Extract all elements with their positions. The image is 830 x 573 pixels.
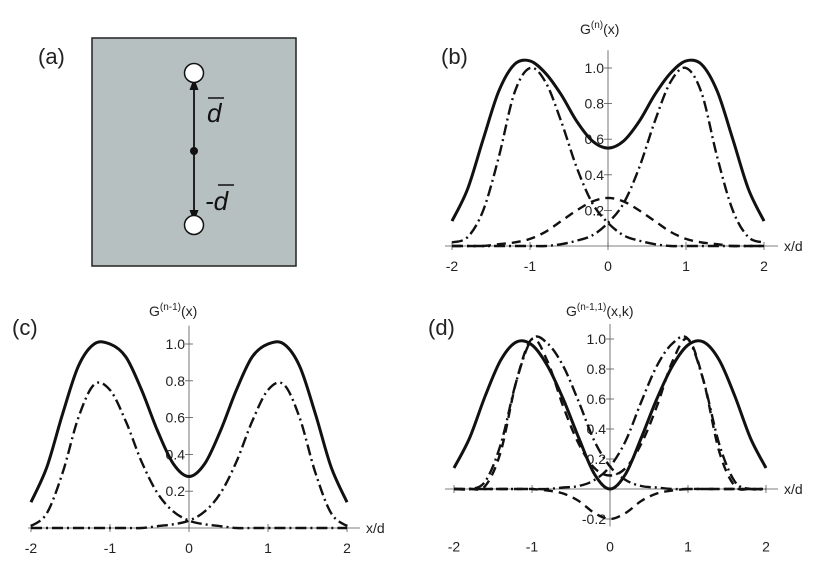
charge-bottom	[183, 214, 205, 236]
panel-b-title-sup: (n)	[591, 20, 603, 31]
panel-c-ytick-label: 0.6	[166, 410, 186, 426]
panel-c-xtick-label: 0	[185, 540, 193, 556]
panel-b-xtick-label: -2	[446, 258, 459, 274]
arrow-up-icon	[189, 78, 199, 90]
panel-c-title-sup: (n-1)	[160, 302, 181, 313]
label-bottom: -d	[205, 186, 230, 216]
panel-c-xtick-label: -1	[104, 540, 117, 556]
panel-b-series-4-dashed	[451, 196, 764, 248]
panel-d-ytick-label: 0.6	[587, 391, 607, 407]
panel-a: (a) d -d	[38, 37, 297, 267]
panel-d: (d) G(n-1,1)(x,k) -2 -1 0 1 2-0.20.20.40.60.…	[428, 302, 803, 555]
panel-d-xtick-label: 1	[684, 539, 692, 555]
panel-b-ytick-label: 0.6	[585, 131, 605, 147]
panel-c-xtick-label: -2	[25, 540, 38, 556]
panel-b-title-suffix: (x)	[603, 21, 619, 37]
panel-c-title-suffix: (x)	[181, 303, 197, 319]
panel-d-series-1-solid	[452, 339, 768, 491]
panel-b-title: G(n)(x)	[580, 20, 619, 37]
panel-c-xlabel: x/d	[366, 520, 385, 536]
panel-c-title: G(n-1)(x)	[149, 302, 197, 319]
panel-c-ytick-label: 0.8	[166, 373, 186, 389]
panel-d-xtick-label: 0	[606, 539, 614, 555]
panel-b-series-3-dashdot	[451, 66, 765, 248]
panel-c-plot: -2 -1 0 1 20.20.40.60.81.0x/d	[25, 325, 385, 556]
panel-b-ytick-label: 0.8	[585, 96, 605, 112]
panel-d-series-2-dashed	[453, 337, 767, 491]
panel-d-xtick-label: -2	[448, 539, 461, 555]
panel-c-ytick-label: 0.2	[166, 483, 186, 499]
panel-c-series-1-solid	[29, 340, 349, 503]
panel-b: (b) G(n)(x) -2 -1 0 1 20.20.40.60.81.0x/d	[441, 20, 803, 274]
panel-d-title-sup: (n-1,1)	[577, 302, 606, 313]
panel-d-xtick-label: -1	[526, 539, 539, 555]
panel-b-series-1-solid	[450, 58, 766, 222]
panel-d-title: G(n-1,1)(x,k)	[566, 302, 634, 319]
panel-d-plot: -2 -1 0 1 2-0.20.20.40.60.81.0x/d	[445, 324, 803, 555]
panel-c-label: (c)	[12, 315, 38, 340]
panel-d-ytick-label: 1.0	[587, 331, 607, 347]
panel-c: (c) G(n-1)(x) -2 -1 0 1 20.20.40.60.81.0x/d	[12, 302, 385, 556]
panel-d-xlabel: x/d	[784, 481, 803, 497]
panel-d-label: (d)	[428, 315, 455, 340]
panel-d-ytick-label: 0.2	[587, 451, 607, 467]
panel-d-ytick-label: 0.8	[587, 361, 607, 377]
panel-c-xtick-label: 1	[264, 540, 272, 556]
panel-b-plot: -2 -1 0 1 20.20.40.60.81.0x/d	[445, 50, 803, 274]
panel-b-title-main: G	[580, 21, 591, 37]
panel-b-xtick-label: -1	[524, 258, 537, 274]
panel-b-series-2-dashdot	[451, 66, 764, 248]
panel-b-xtick-label: 0	[604, 258, 612, 274]
panel-b-ytick-label: 0.4	[585, 167, 605, 183]
panel-b-xtick-label: 2	[760, 258, 768, 274]
panel-c-ytick-label: 1.0	[166, 336, 186, 352]
panel-c-title-main: G	[149, 303, 160, 319]
panel-d-title-suffix: (x,k)	[606, 303, 633, 319]
panel-a-label: (a)	[38, 44, 65, 69]
label-top: d	[207, 98, 223, 128]
center-dot	[190, 147, 198, 155]
panel-d-xtick-label: 2	[762, 539, 770, 555]
panel-d-series-4-dashdot	[453, 335, 766, 491]
panel-c-series-2-dashdot	[31, 381, 348, 530]
panel-d-series-5-dashed	[454, 487, 766, 521]
charge-top	[183, 62, 205, 84]
panel-d-title-main: G	[566, 303, 577, 319]
panel-d-ytick-label: -0.2	[582, 511, 606, 527]
panel-b-xtick-label: 1	[682, 258, 690, 274]
panel-c-xtick-label: 2	[343, 540, 351, 556]
panel-b-label: (b)	[441, 44, 468, 69]
panel-b-xlabel: x/d	[784, 238, 803, 254]
panel-b-ytick-label: 1.0	[585, 60, 605, 76]
panel-c-series-3-dashdot	[30, 381, 347, 530]
